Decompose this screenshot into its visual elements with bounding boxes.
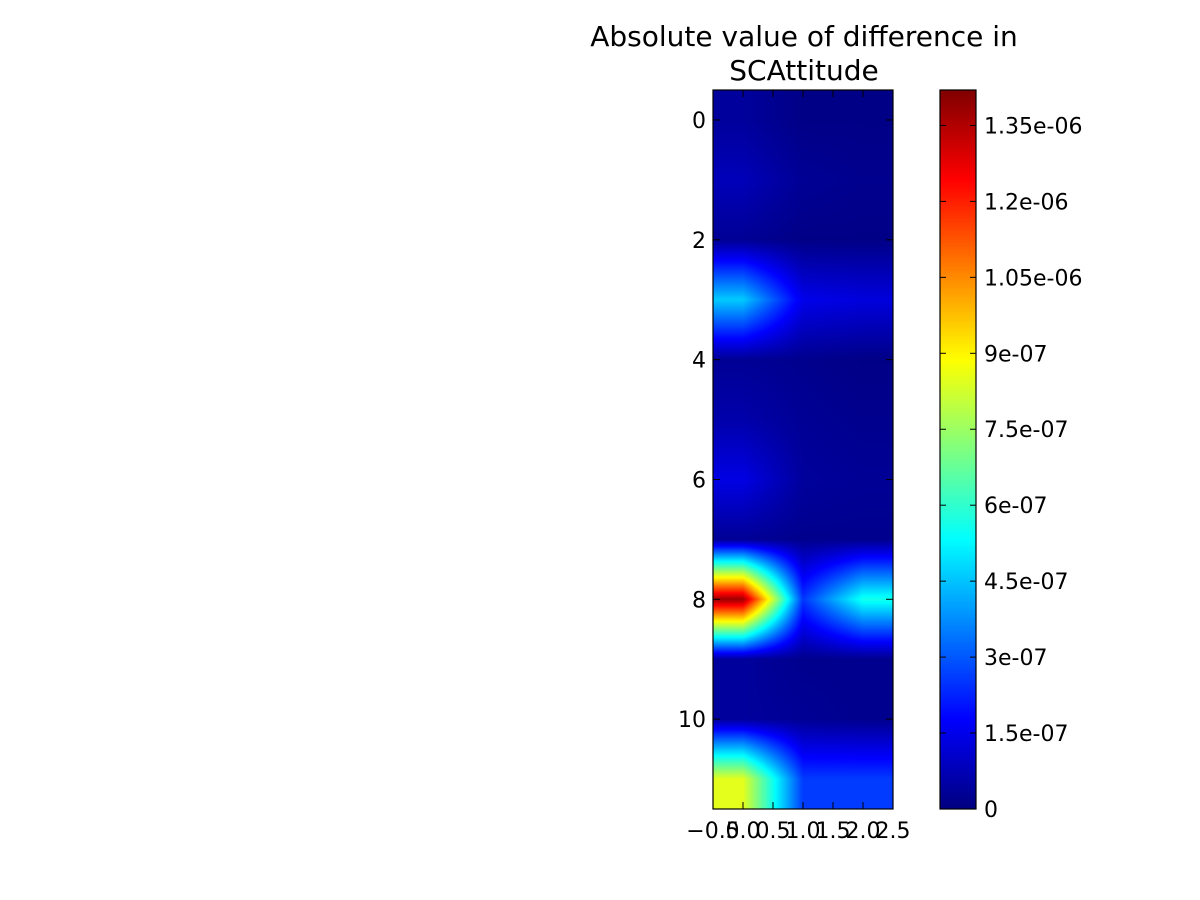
x-tick-label: 2.0 bbox=[846, 819, 881, 844]
colorbar-tick-label: 6e-07 bbox=[984, 494, 1047, 519]
colorbar-tick-label: 1.05e-06 bbox=[984, 266, 1082, 291]
colorbar-tick-label: 0 bbox=[984, 798, 998, 823]
y-tick-label: 8 bbox=[692, 588, 706, 613]
y-axis-ticks: 0 2 4 6 8 10 bbox=[678, 109, 893, 733]
x-tick-label: 2.5 bbox=[876, 819, 911, 844]
colorbar-tick-label: 4.5e-07 bbox=[984, 570, 1068, 595]
x-axis-ticks: −0.50.00.51.01.52.02.5 bbox=[686, 90, 911, 844]
x-tick-label: −0.5 bbox=[686, 819, 739, 844]
x-tick-label: 1.0 bbox=[786, 819, 821, 844]
chart-title: Absolute value of difference in SCAttitu… bbox=[590, 20, 1018, 87]
colorbar-gradient bbox=[940, 90, 976, 809]
chart-title-line-2: SCAttitude bbox=[729, 54, 878, 87]
colorbar-tick-label: 7.5e-07 bbox=[984, 418, 1068, 443]
chart-title-line-1: Absolute value of difference in bbox=[590, 20, 1018, 53]
y-tick-label: 6 bbox=[692, 468, 706, 493]
x-tick-label: 1.5 bbox=[816, 819, 851, 844]
colorbar-tick-label: 9e-07 bbox=[984, 342, 1047, 367]
y-tick-label: 2 bbox=[692, 229, 706, 254]
colorbar-tick-label: 1.5e-07 bbox=[984, 722, 1068, 747]
colorbar-tick-label: 1.35e-06 bbox=[984, 114, 1082, 139]
colorbar: 0 1.5e-07 3e-07 4.5e-07 6e-07 7.5e-07 9e-07 1.0… bbox=[939, 89, 1082, 823]
y-tick-label: 4 bbox=[692, 349, 706, 374]
colorbar-frame bbox=[939, 89, 977, 810]
colorbar-tick-label: 1.2e-06 bbox=[984, 190, 1068, 215]
x-tick-label: 0.0 bbox=[726, 819, 761, 844]
x-tick-label: 0.5 bbox=[756, 819, 791, 844]
y-tick-label: 0 bbox=[692, 109, 706, 134]
heatmap-image bbox=[713, 90, 893, 809]
plot-area bbox=[712, 89, 894, 810]
colorbar-tick-label: 3e-07 bbox=[984, 646, 1047, 671]
y-tick-label: 10 bbox=[678, 708, 706, 733]
colorbar-ticks: 0 1.5e-07 3e-07 4.5e-07 6e-07 7.5e-07 9e-07 1.0… bbox=[940, 114, 1082, 823]
